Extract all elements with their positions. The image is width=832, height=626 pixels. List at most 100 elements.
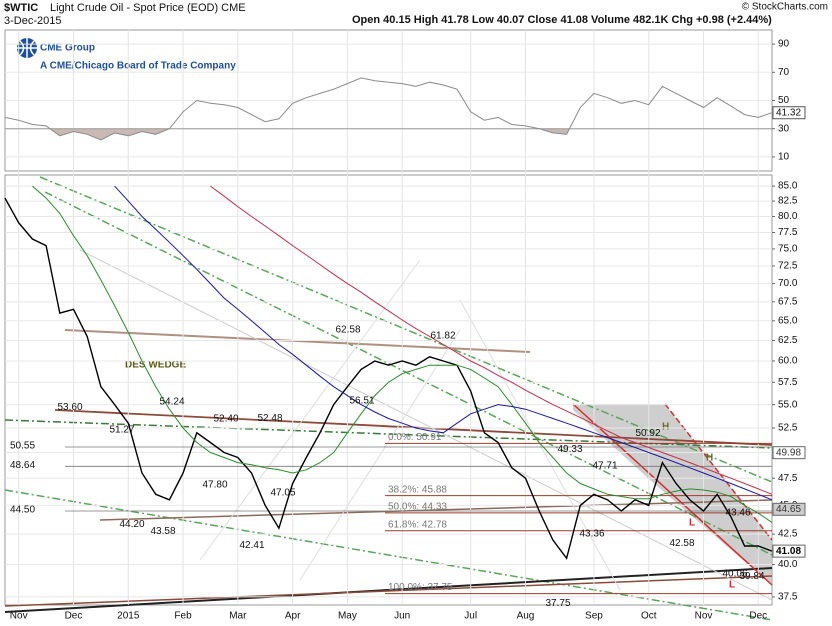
x-tick-label: Feb [174, 611, 192, 622]
trend-line [4, 489, 773, 621]
price-panel [4, 174, 773, 606]
data-label: 40.06 [722, 568, 747, 579]
level-label: 50.55 [10, 441, 35, 452]
y-tick-label: 70 [778, 67, 790, 78]
data-label: 62.58 [335, 324, 360, 335]
data-label: 50.92 [635, 428, 660, 439]
price-label-box [772, 502, 806, 516]
y-tick-label: 67.5 [778, 296, 798, 307]
x-tick-label: Nov [695, 611, 713, 622]
data-label: 54.24 [159, 396, 184, 407]
y-tick-label: 42.5 [778, 529, 798, 540]
data-label: 49.33 [557, 444, 582, 455]
x-tick-label: Nov [10, 611, 28, 622]
y-tick-label: 40.0 [778, 559, 798, 570]
price-line [4, 197, 773, 560]
data-label: 42.41 [239, 540, 264, 551]
data-label: 53.60 [57, 402, 82, 413]
trend-line [79, 249, 773, 601]
level-label: 48.64 [10, 460, 35, 471]
y-tick-label: 85.0 [778, 181, 798, 192]
data-label: 47.05 [270, 488, 295, 499]
moving-average [210, 185, 773, 495]
y-tick-label: 47.5 [778, 473, 798, 484]
data-label: 52.40 [213, 414, 238, 425]
x-tick-label: Aug [517, 611, 535, 622]
y-tick-label: 80.0 [778, 211, 798, 222]
fib-label: 50.0%: 44.33 [388, 502, 447, 513]
marker: H [706, 453, 713, 464]
x-tick-label: Oct [641, 611, 657, 622]
data-label: 39.84 [739, 571, 764, 582]
trend-line [199, 259, 421, 561]
price-label: 49.98 [776, 447, 801, 458]
y-tick-label: 65.0 [778, 315, 798, 326]
level-label: 44.50 [10, 505, 35, 516]
date: 3-Dec-2015 [4, 15, 61, 27]
y-tick-label: 30 [778, 123, 790, 134]
price-label: 41.08 [776, 546, 801, 557]
logo-lines [17, 38, 37, 58]
note: DES WEDGE [125, 360, 186, 371]
y-tick-label: 75.0 [778, 244, 798, 255]
logo-name: CME Group [40, 43, 95, 54]
x-tick-label: 2015 [117, 611, 140, 622]
logo-tagline: A CME/Chicago Board of Trade Company [40, 61, 236, 72]
price-label-box [772, 544, 806, 558]
data-label: 42.58 [669, 538, 694, 549]
data-label: 52.48 [257, 413, 282, 424]
x-tick-label: Jun [394, 611, 410, 622]
quote: Open 40.15 High 41.78 Low 40.07 Close 41… [352, 14, 772, 26]
marker: L [729, 580, 735, 591]
fib-label: 0.0%: 50.91 [388, 432, 442, 443]
moving-average [32, 185, 773, 523]
y-tick-label: 60.0 [778, 356, 798, 367]
data-label: 47.80 [202, 480, 227, 491]
y-tick-label: 77.5 [778, 227, 798, 238]
instrument-name: Light Crude Oil - Spot Price (EOD) CME [50, 2, 246, 14]
y-tick-label: 55.0 [778, 399, 798, 410]
price-label: 44.65 [776, 504, 801, 515]
data-label: 43.36 [579, 529, 604, 540]
y-tick-label: 82.5 [778, 196, 798, 207]
trend-line [299, 329, 461, 581]
last-value-label: 41.32 [776, 107, 801, 118]
moving-average [114, 185, 773, 501]
x-tick-label: Dec [749, 611, 767, 622]
y-tick-label: 37.5 [778, 592, 798, 603]
marker: L [689, 518, 695, 529]
y-tick-label: 62.5 [778, 335, 798, 346]
rsi-shade [5, 128, 772, 140]
y-tick-label: 10 [778, 152, 790, 163]
trend-line [99, 499, 773, 521]
y-tick-label: 70.0 [778, 278, 798, 289]
trend-line [4, 567, 773, 613]
trend-line [459, 299, 621, 591]
rsi-line [4, 77, 773, 141]
fib-label: 61.8%: 42.78 [388, 519, 447, 530]
data-label: 43.58 [150, 526, 175, 537]
x-tick-label: Dec [65, 611, 83, 622]
channel-line [664, 403, 773, 541]
channel-line [572, 403, 773, 586]
trend-line [4, 575, 773, 607]
data-label: 44.20 [119, 519, 144, 530]
fib-label: 38.2%: 45.88 [388, 484, 447, 495]
y-tick-label: 90 [778, 39, 790, 50]
trend-line [39, 176, 773, 483]
trend-line [64, 329, 531, 353]
x-tick-label: Apr [285, 611, 301, 622]
trend-line [44, 191, 773, 556]
y-tick-label: 50 [778, 95, 790, 106]
data-label: 37.75 [545, 598, 570, 609]
x-tick-label: Jul [464, 611, 477, 622]
x-tick-label: May [338, 611, 357, 622]
marker: H [662, 422, 669, 433]
price-label-box [772, 446, 806, 460]
x-tick-label: Sep [585, 611, 603, 622]
y-tick-label: 72.5 [778, 261, 798, 272]
copyright: © StockCharts.com [742, 2, 828, 13]
y-tick-label: 57.5 [778, 377, 798, 388]
x-tick-label: Mar [229, 611, 247, 622]
